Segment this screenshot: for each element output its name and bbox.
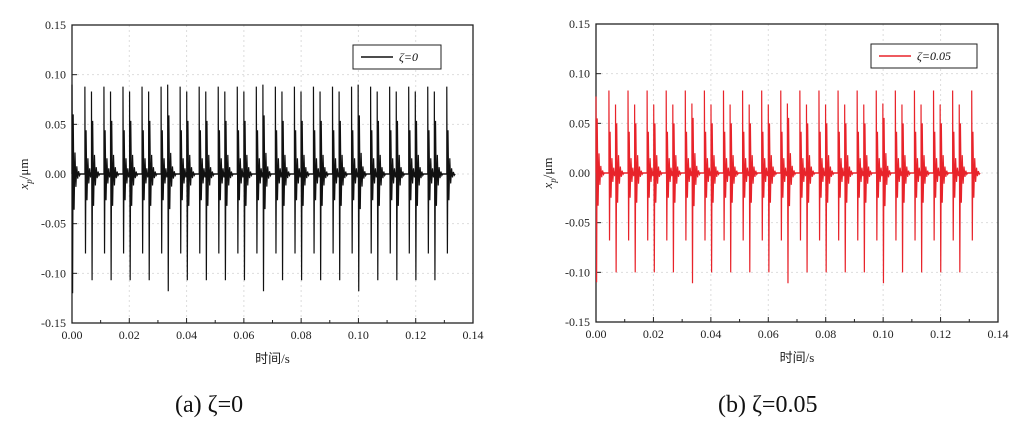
data-spike	[357, 84, 368, 292]
caption-a: (a) ζ=0	[175, 392, 244, 418]
data-spike	[433, 91, 444, 281]
y-label-symbol: x	[540, 182, 555, 189]
x-tick-label: 0.02	[643, 327, 664, 341]
x-tick-label: 0.08	[291, 328, 312, 342]
data-spike	[262, 84, 272, 292]
data-spike	[319, 91, 329, 281]
y-label-subscript: p	[548, 178, 558, 184]
x-tick-label: 0.04	[700, 327, 721, 341]
data-spike	[691, 103, 701, 284]
y-tick-label: 0.15	[45, 18, 66, 32]
y-tick-label: -0.15	[41, 316, 66, 330]
y-tick-label: -0.10	[41, 266, 66, 280]
x-tick-label: 0.06	[233, 328, 254, 342]
data-spike	[148, 91, 158, 281]
data-spike	[844, 104, 854, 273]
legend: ζ=0.05	[870, 43, 978, 69]
data-spike	[710, 104, 720, 273]
data-spike	[634, 104, 644, 273]
y-axis-label: xp/μm	[16, 159, 34, 191]
data-spike	[882, 103, 892, 284]
data-spike	[595, 96, 605, 283]
data-spike	[109, 91, 120, 281]
data-spike	[729, 104, 739, 273]
y-tick-label: 0.15	[569, 17, 590, 31]
data-spike	[128, 91, 139, 281]
x-tick-label: 0.06	[758, 327, 779, 341]
x-tick-label: 0.04	[176, 328, 197, 342]
y-tick-label: 0.05	[569, 116, 590, 130]
data-spike	[958, 104, 969, 273]
y-tick-label: -0.05	[565, 216, 590, 230]
x-tick-label: 0.10	[873, 327, 894, 341]
x-tick-label: 0.12	[930, 327, 951, 341]
x-tick-label: 0.12	[405, 328, 426, 342]
data-spike	[767, 104, 778, 273]
y-tick-label: 0.00	[569, 166, 590, 180]
data-spike	[243, 91, 253, 281]
legend: ζ=0	[352, 44, 442, 70]
y-tick-label: -0.10	[565, 265, 590, 279]
chart-0: 0.00 0.02 0.04 0.06 0.08 0.10 0.12 0.14 0.15 0.10…	[16, 18, 484, 366]
data-spike	[167, 84, 177, 292]
x-tick-label: 0.00	[586, 327, 607, 341]
data-spike	[614, 104, 625, 273]
data-spike	[338, 91, 349, 281]
data-spike	[446, 86, 456, 254]
legend-label: ζ=0	[399, 50, 418, 64]
data-spike	[748, 104, 759, 273]
x-tick-label: 0.08	[815, 327, 836, 341]
data-spike	[786, 103, 797, 284]
y-tick-label: 0.00	[45, 167, 66, 181]
x-axis-label: 时间/s	[255, 351, 290, 366]
x-tick-label: 0.02	[119, 328, 140, 342]
data-spike	[971, 90, 981, 241]
data-spike	[224, 91, 234, 281]
data-spike	[653, 104, 663, 273]
data-spike	[672, 104, 682, 273]
y-tick-label: -0.05	[41, 217, 66, 231]
data-spike	[901, 104, 911, 273]
y-tick-label: 0.10	[569, 67, 590, 81]
data-spike	[281, 91, 291, 281]
data-spike	[395, 91, 406, 281]
chart-1: 0.00 0.02 0.04 0.06 0.08 0.10 0.12 0.14 0.15 0.10…	[540, 17, 1009, 365]
y-label-unit: /μm	[540, 158, 555, 179]
data-spike	[824, 104, 835, 273]
caption-b: (b) ζ=0.05	[718, 392, 818, 418]
y-axis-label: xp/μm	[540, 158, 558, 190]
data-spike	[920, 104, 930, 273]
legend-label: ζ=0.05	[917, 49, 951, 63]
data-spike	[805, 104, 816, 273]
data-spike	[300, 91, 310, 281]
data-spike	[863, 104, 873, 273]
x-axis-label: 时间/s	[780, 350, 815, 365]
data-spike	[71, 84, 81, 294]
x-tick-label: 0.14	[463, 328, 484, 342]
y-label-symbol: x	[16, 183, 31, 190]
x-tick-label: 0.00	[62, 328, 83, 342]
x-tick-label: 0.10	[348, 328, 369, 342]
y-label-unit: /μm	[16, 159, 31, 180]
x-tick-label: 0.14	[988, 327, 1009, 341]
y-label-subscript: p	[24, 179, 34, 185]
data-spike	[376, 91, 387, 281]
y-tick-label: -0.15	[565, 315, 590, 329]
data-spike	[186, 91, 196, 281]
y-tick-label: 0.05	[45, 117, 66, 131]
y-tick-label: 0.10	[45, 68, 66, 82]
data-spike	[205, 91, 215, 281]
data-spike	[939, 104, 950, 273]
data-spike	[90, 91, 101, 281]
data-spike	[414, 91, 425, 281]
